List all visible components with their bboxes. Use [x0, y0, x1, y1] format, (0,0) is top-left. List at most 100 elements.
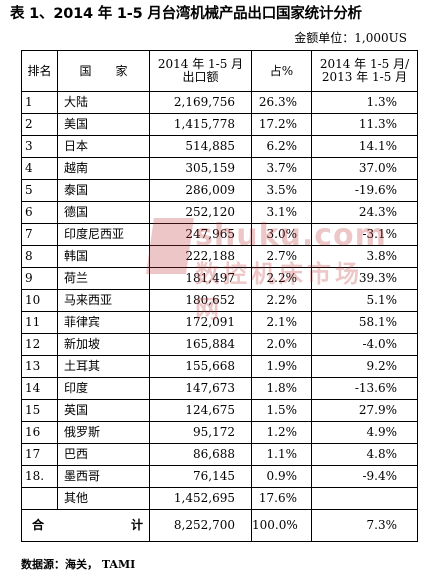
table-row: 18. 墨西哥 76,145 0.9% -9.4% [21, 465, 418, 488]
total-row: 合计 8,252,700 100.0% 7.3% [21, 509, 418, 542]
table-row: 11 菲律宾 172,091 2.1% 58.1% [21, 311, 418, 334]
export-value-cell: 286,009 [149, 179, 252, 202]
table-row: 7 印度尼西亚 247,965 3.0% -3.1% [21, 223, 418, 246]
rank-cell: 11 [21, 311, 58, 334]
rank-cell: 3 [21, 135, 58, 158]
export-value-cell: 181,497 [149, 267, 252, 290]
country-cell: 大陆 [57, 91, 150, 114]
table-row: 4 越南 305,159 3.7% 37.0% [21, 157, 418, 180]
share-cell: 17.2% [251, 113, 312, 136]
growth-cell: 39.3% [311, 267, 418, 290]
rank-cell: 7 [21, 223, 58, 246]
export-value-cell: 76,145 [149, 465, 252, 488]
table-row: 15 英国 124,675 1.5% 27.9% [21, 399, 418, 422]
table-row: 10 马来西亚 180,652 2.2% 5.1% [21, 289, 418, 312]
growth-cell: 4.9% [311, 421, 418, 444]
country-cell: 其他 [57, 487, 150, 510]
table-row: 5 泰国 286,009 3.5% -19.6% [21, 179, 418, 202]
share-cell: 0.9% [251, 465, 312, 488]
total-share-cell: 100.0% [251, 509, 312, 542]
country-cell: 日本 [57, 135, 150, 158]
header-export-line2: 出口额 [182, 70, 219, 84]
share-cell: 1.2% [251, 421, 312, 444]
country-cell: 巴西 [57, 443, 150, 466]
growth-cell: -19.6% [311, 179, 418, 202]
export-value-cell: 86,688 [149, 443, 252, 466]
rank-cell: 15 [21, 399, 58, 422]
export-value-cell: 147,673 [149, 377, 252, 400]
rank-cell: 1 [21, 91, 58, 114]
data-source: 数据源：海关， TAMI [21, 558, 136, 571]
table-row: 12 新加坡 165,884 2.0% -4.0% [21, 333, 418, 356]
country-cell: 马来西亚 [57, 289, 150, 312]
export-value-cell: 172,091 [149, 311, 252, 334]
share-cell: 2.2% [251, 289, 312, 312]
table-row: 2 美国 1,415,778 17.2% 11.3% [21, 113, 418, 136]
header-share: 占% [251, 50, 312, 92]
rank-cell: 10 [21, 289, 58, 312]
header-growth: 2014 年 1-5 月/2013 年 1-5 月 [311, 50, 418, 92]
rank-cell: 4 [21, 157, 58, 180]
export-value-cell: 180,652 [149, 289, 252, 312]
rank-cell: 5 [21, 179, 58, 202]
country-cell: 印度 [57, 377, 150, 400]
header-row: 排名 国 家 2014 年 1-5 月出口额 占% 2014 年 1-5 月/2… [21, 50, 418, 92]
share-cell: 17.6% [251, 487, 312, 510]
country-cell: 泰国 [57, 179, 150, 202]
share-cell: 1.5% [251, 399, 312, 422]
growth-cell: -3.1% [311, 223, 418, 246]
country-cell: 印度尼西亚 [57, 223, 150, 246]
table-row: 3 日本 514,885 6.2% 14.1% [21, 135, 418, 158]
total-value-cell: 8,252,700 [149, 509, 252, 542]
rank-cell: 18. [21, 465, 58, 488]
share-cell: 3.7% [251, 157, 312, 180]
rank-cell: 6 [21, 201, 58, 224]
growth-cell: -9.4% [311, 465, 418, 488]
share-cell: 26.3% [251, 91, 312, 114]
rank-cell: 12 [21, 333, 58, 356]
country-cell: 德国 [57, 201, 150, 224]
currency-unit: 金额单位：1,000US [294, 31, 407, 45]
table-row: 9 荷兰 181,497 2.2% 39.3% [21, 267, 418, 290]
export-value-cell: 2,169,756 [149, 91, 252, 114]
table-title: 表 1、2014 年 1-5 月台湾机械产品出口国家统计分析 [10, 6, 362, 22]
total-label-a: 合 [32, 518, 45, 532]
export-value-cell: 95,172 [149, 421, 252, 444]
growth-cell: -13.6% [311, 377, 418, 400]
share-cell: 3.5% [251, 179, 312, 202]
header-growth-line2: 2013 年 1-5 月 [321, 70, 408, 84]
export-value-cell: 1,415,778 [149, 113, 252, 136]
rank-cell: 14 [21, 377, 58, 400]
country-cell: 美国 [57, 113, 150, 136]
country-cell: 英国 [57, 399, 150, 422]
share-cell: 1.8% [251, 377, 312, 400]
header-country: 国 家 [57, 50, 150, 92]
table-row: 8 韩国 222,188 2.7% 3.8% [21, 245, 418, 268]
total-growth-cell: 7.3% [311, 509, 418, 542]
rank-cell: 2 [21, 113, 58, 136]
total-label-cell: 合计 [21, 509, 150, 542]
share-cell: 2.0% [251, 333, 312, 356]
share-cell: 3.1% [251, 201, 312, 224]
growth-cell: 11.3% [311, 113, 418, 136]
rank-cell [21, 487, 58, 510]
rank-cell: 17 [21, 443, 58, 466]
table-row: 6 德国 252,120 3.1% 24.3% [21, 201, 418, 224]
country-cell: 新加坡 [57, 333, 150, 356]
table-row: 1 大陆 2,169,756 26.3% 1.3% [21, 91, 418, 114]
export-value-cell: 165,884 [149, 333, 252, 356]
export-value-cell: 252,120 [149, 201, 252, 224]
share-cell: 1.1% [251, 443, 312, 466]
export-value-cell: 247,965 [149, 223, 252, 246]
share-cell: 1.9% [251, 355, 312, 378]
total-label-b: 计 [130, 518, 143, 532]
export-value-cell: 222,188 [149, 245, 252, 268]
rank-cell: 9 [21, 267, 58, 290]
export-value-cell: 305,159 [149, 157, 252, 180]
share-cell: 2.2% [251, 267, 312, 290]
table-row: 13 土耳其 155,668 1.9% 9.2% [21, 355, 418, 378]
country-cell: 墨西哥 [57, 465, 150, 488]
growth-cell: 58.1% [311, 311, 418, 334]
table-row: 17 巴西 86,688 1.1% 4.8% [21, 443, 418, 466]
header-rank: 排名 [21, 50, 58, 92]
